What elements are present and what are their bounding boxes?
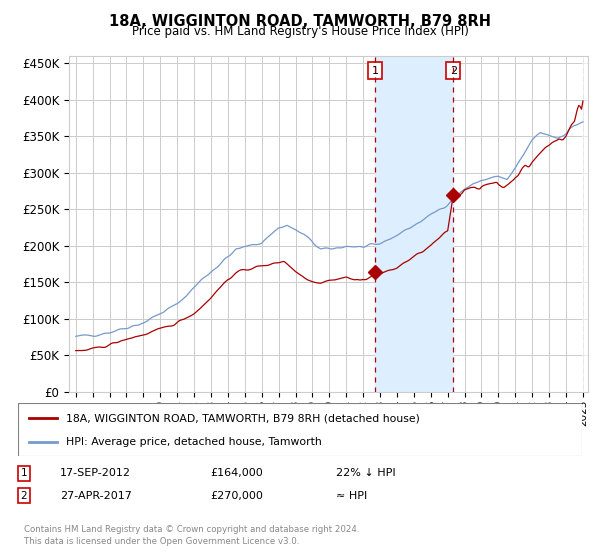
- Text: HPI: Average price, detached house, Tamworth: HPI: Average price, detached house, Tamw…: [66, 436, 322, 446]
- Bar: [582, 56, 588, 392]
- Text: 22% ↓ HPI: 22% ↓ HPI: [336, 468, 395, 478]
- Text: 1: 1: [20, 468, 28, 478]
- Text: 2: 2: [20, 491, 28, 501]
- Text: Price paid vs. HM Land Registry's House Price Index (HPI): Price paid vs. HM Land Registry's House …: [131, 25, 469, 38]
- Text: 2: 2: [450, 66, 457, 76]
- Text: 27-APR-2017: 27-APR-2017: [60, 491, 132, 501]
- Text: £164,000: £164,000: [210, 468, 263, 478]
- Text: 18A, WIGGINTON ROAD, TAMWORTH, B79 8RH (detached house): 18A, WIGGINTON ROAD, TAMWORTH, B79 8RH (…: [66, 413, 420, 423]
- Text: 1: 1: [372, 66, 379, 76]
- FancyBboxPatch shape: [18, 403, 582, 456]
- Text: 17-SEP-2012: 17-SEP-2012: [60, 468, 131, 478]
- Text: £270,000: £270,000: [210, 491, 263, 501]
- Text: Contains HM Land Registry data © Crown copyright and database right 2024.
This d: Contains HM Land Registry data © Crown c…: [24, 525, 359, 546]
- Text: ≈ HPI: ≈ HPI: [336, 491, 367, 501]
- Bar: [376, 56, 453, 392]
- Text: 18A, WIGGINTON ROAD, TAMWORTH, B79 8RH: 18A, WIGGINTON ROAD, TAMWORTH, B79 8RH: [109, 14, 491, 29]
